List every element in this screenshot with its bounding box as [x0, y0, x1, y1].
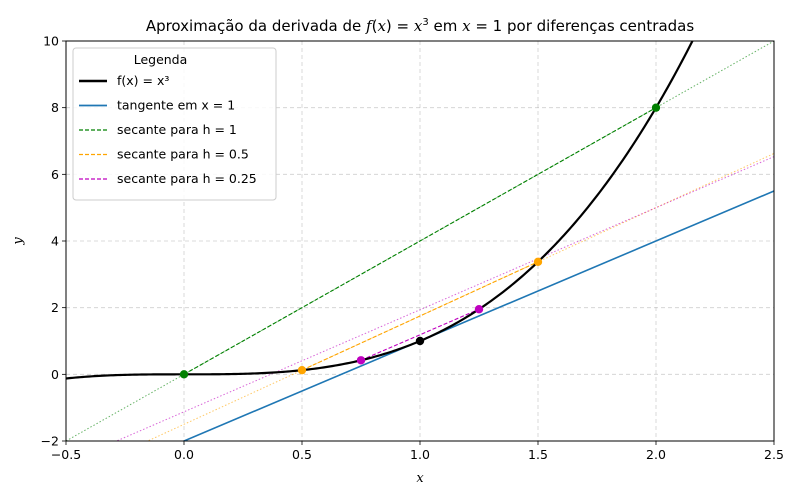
- x-tick-label: 0.5: [292, 447, 312, 462]
- y-axis-label: y: [11, 237, 26, 246]
- legend: Legenda f(x) = x³ tangente em x = 1 secante…: [72, 47, 277, 201]
- x-tick-label: 1.5: [528, 447, 548, 462]
- plot-area: [66, 41, 774, 441]
- secant-point: [297, 365, 307, 375]
- secant-extended-line: [115, 156, 774, 441]
- legend-label: secante para h = 1: [117, 122, 237, 137]
- secant-point: [533, 257, 543, 267]
- secant-segment: [360, 308, 480, 361]
- y-tick-label: 10: [43, 34, 59, 49]
- secant-point: [356, 356, 366, 365]
- chart-title: Aproximação da derivada de f(x) = x3 em …: [146, 17, 695, 35]
- y-tick-label: 6: [51, 167, 59, 182]
- x-tick-label: −0.5: [51, 447, 81, 462]
- y-axis: −2 0 2 4 6 8 10: [41, 34, 66, 449]
- x-axis-label: x: [416, 471, 424, 486]
- secant-segment: [301, 261, 539, 371]
- y-tick-label: 2: [51, 300, 59, 315]
- y-tick-label: −2: [41, 434, 59, 449]
- tangency-point: [415, 336, 425, 346]
- y-tick-label: 4: [51, 234, 59, 249]
- legend-box: [72, 47, 277, 201]
- secant-point: [474, 305, 484, 314]
- legend-label: tangente em x = 1: [117, 98, 235, 113]
- y-tick-label: 8: [51, 100, 59, 115]
- x-tick-label: 1.0: [410, 447, 430, 462]
- y-tick-label: 0: [51, 367, 59, 382]
- secant-point: [179, 370, 189, 379]
- legend-label: secante para h = 0.5: [117, 147, 249, 162]
- x-tick-label: 0.0: [174, 447, 194, 462]
- legend-label: secante para h = 0.25: [117, 171, 257, 186]
- legend-title: Legenda: [134, 52, 188, 67]
- secant-point: [651, 103, 661, 112]
- legend-label: f(x) = x³: [117, 73, 169, 88]
- x-tick-label: 2.0: [646, 447, 666, 462]
- x-axis: −0.5 0.0 0.5 1.0 1.5 2.0 2.5: [51, 441, 784, 462]
- x-tick-label: 2.5: [764, 447, 784, 462]
- secant-segment: [183, 107, 657, 375]
